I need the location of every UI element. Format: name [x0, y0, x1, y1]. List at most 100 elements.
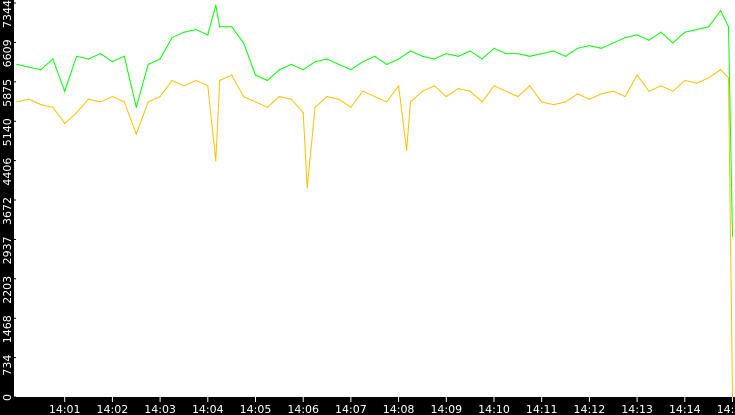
y-tick-label: 5140	[1, 118, 14, 146]
data-point	[529, 85, 531, 87]
data-point	[350, 106, 352, 108]
data-point	[207, 85, 209, 87]
data-point	[64, 122, 66, 124]
data-point	[195, 28, 197, 31]
data-point	[28, 98, 30, 100]
data-point	[362, 61, 364, 63]
series-layer	[16, 4, 734, 398]
data-point	[457, 55, 459, 57]
data-point	[147, 63, 149, 65]
data-point	[111, 61, 113, 63]
data-point	[553, 104, 555, 106]
data-point	[445, 95, 447, 98]
data-point	[123, 55, 125, 57]
data-point	[636, 74, 638, 76]
y-tick-label: 5875	[1, 79, 14, 107]
data-point	[242, 42, 245, 44]
data-point	[386, 101, 388, 103]
data-point	[338, 98, 340, 100]
data-point	[398, 85, 400, 87]
x-tick-label: 14:06	[287, 403, 319, 415]
data-point	[481, 101, 483, 103]
data-point	[421, 55, 424, 57]
x-tick-label: 14:01	[49, 403, 81, 415]
x-tick-label: 14:12	[574, 403, 606, 415]
data-point	[469, 50, 471, 52]
data-point	[600, 47, 602, 49]
data-point	[111, 95, 113, 98]
data-point	[99, 53, 102, 55]
data-point	[469, 90, 471, 92]
data-point	[52, 106, 54, 108]
data-point	[541, 53, 543, 55]
data-point	[684, 31, 686, 33]
x-tick-label: 14:07	[335, 403, 367, 415]
data-point	[40, 69, 42, 71]
data-point	[338, 63, 340, 65]
data-point	[405, 149, 408, 151]
data-point	[588, 44, 591, 47]
data-point	[76, 112, 78, 114]
data-point	[445, 53, 447, 55]
data-point	[505, 90, 507, 92]
y-axis: 0 734 1468 2203 2937 3672 4406 5140 5875 6609 7344	[1, 0, 16, 401]
data-point	[624, 36, 626, 39]
data-point	[505, 53, 507, 55]
data-point	[564, 55, 567, 57]
data-point	[660, 31, 662, 33]
data-point	[350, 69, 352, 71]
data-point	[64, 90, 66, 92]
x-tick-label: 14:03	[144, 403, 176, 415]
data-point	[576, 93, 579, 95]
x-tick-label: 14:13	[621, 403, 653, 415]
data-point	[254, 101, 257, 103]
data-point	[719, 69, 722, 71]
x-axis: 14:01 14:02 14:03 14:04 14:05 14:06 14:07 14:08…	[49, 397, 735, 415]
data-point	[219, 26, 221, 28]
data-point	[457, 87, 459, 90]
data-point	[123, 101, 125, 103]
x-tick-label: 14:10	[478, 403, 510, 415]
data-point	[87, 98, 90, 100]
data-point	[433, 85, 435, 87]
data-point	[314, 106, 316, 108]
data-point	[517, 95, 519, 98]
data-point	[386, 63, 388, 65]
data-point	[290, 63, 292, 65]
data-point	[290, 98, 292, 100]
y-tick-label: 2937	[1, 236, 14, 264]
data-point	[159, 95, 161, 98]
data-point	[672, 90, 674, 92]
data-point	[529, 55, 531, 57]
data-point	[99, 101, 102, 103]
x-tick-label: 14:15	[717, 403, 735, 415]
data-point	[16, 101, 18, 103]
data-point	[727, 26, 730, 28]
y-tick-label: 3672	[1, 197, 14, 225]
data-point	[76, 55, 78, 57]
data-point	[731, 235, 734, 237]
data-point	[302, 69, 304, 71]
data-point	[219, 79, 221, 82]
data-point	[326, 95, 328, 98]
y-tick-label: 4406	[1, 158, 14, 186]
data-point	[648, 90, 650, 92]
data-point	[278, 69, 280, 71]
data-point	[135, 106, 137, 108]
data-point	[183, 85, 185, 87]
data-point	[87, 58, 90, 60]
data-point	[421, 90, 424, 92]
x-tick-label: 14:02	[97, 403, 129, 415]
x-tick-label: 14:14	[669, 403, 701, 415]
data-point	[588, 98, 591, 100]
data-point	[517, 53, 519, 55]
data-point	[159, 58, 161, 60]
data-point	[231, 74, 233, 76]
data-point	[719, 10, 722, 12]
data-point	[195, 79, 197, 82]
data-point	[481, 58, 483, 60]
data-point	[326, 58, 328, 60]
data-point	[398, 58, 400, 60]
data-point	[553, 50, 555, 52]
